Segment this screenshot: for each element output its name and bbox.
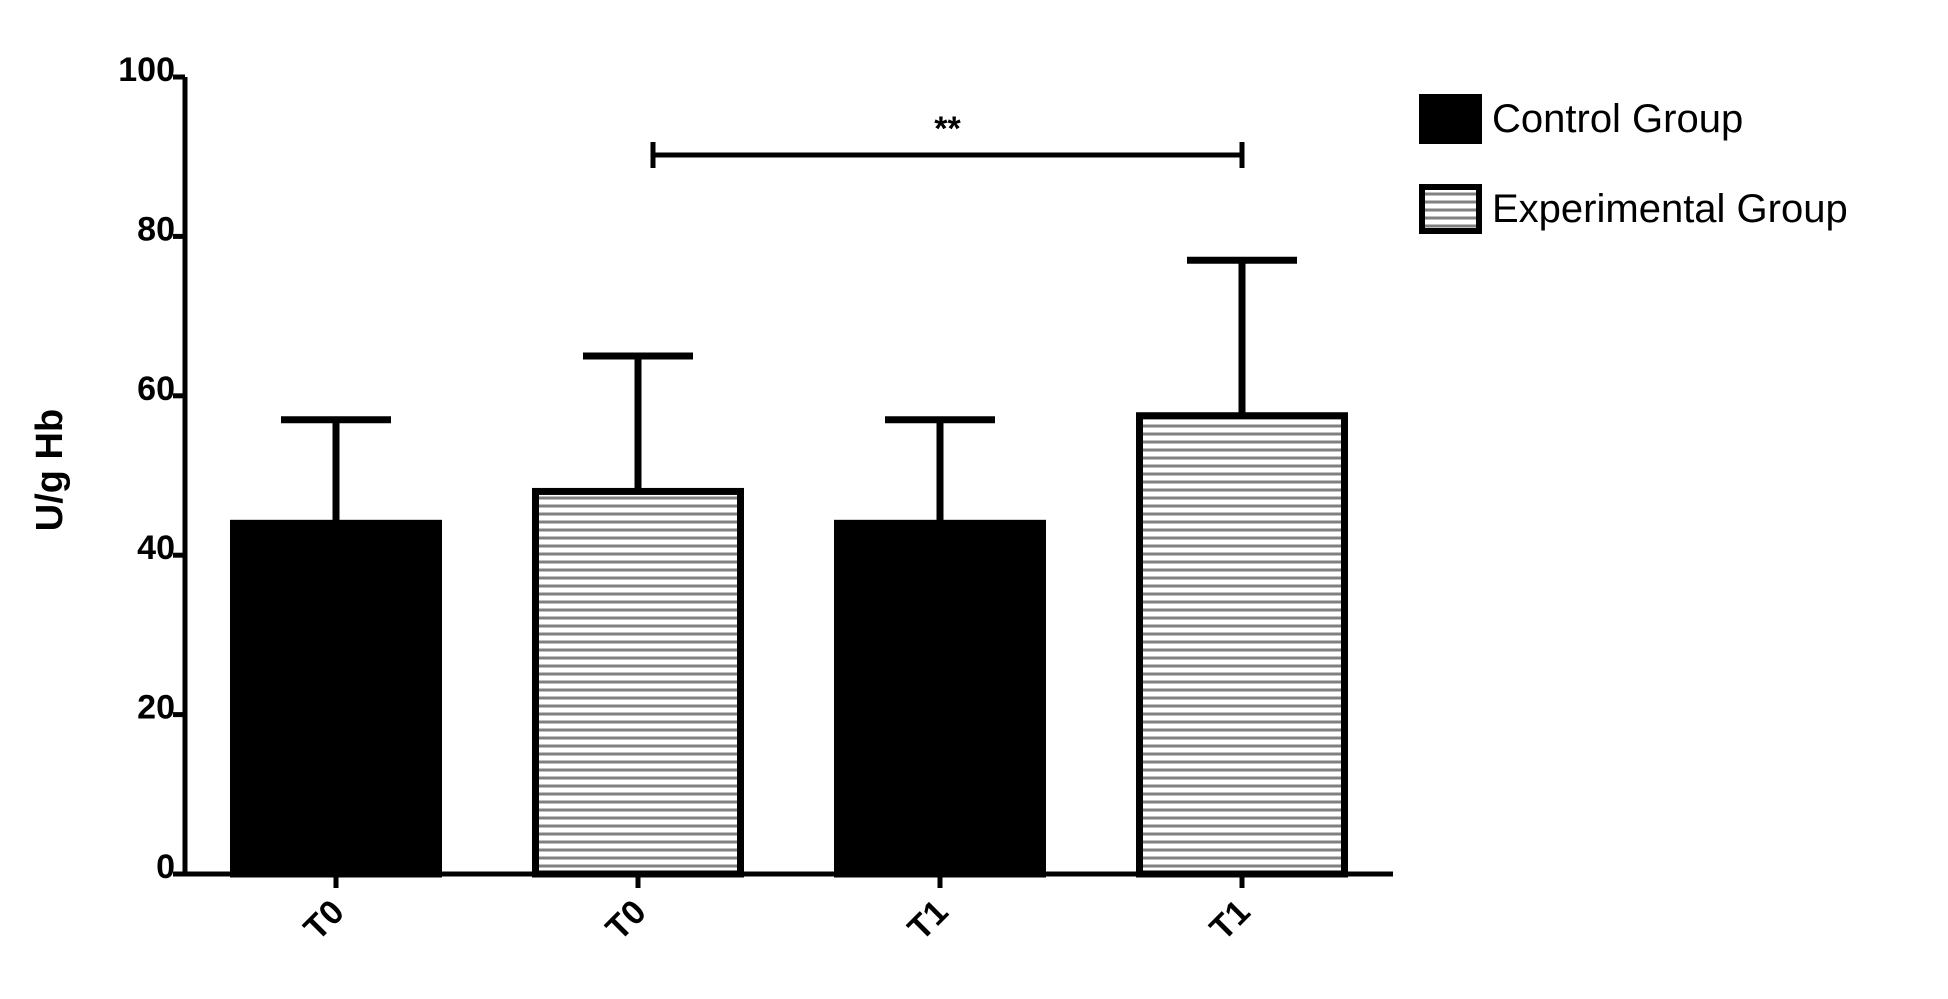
legend-label: Experimental Group [1492,187,1848,231]
bar [834,519,1046,878]
bar [1136,412,1348,878]
bar [230,519,442,878]
y-tick-label: 20 [137,689,175,727]
x-tick-label: T0 [297,893,352,948]
significance-label: ** [934,110,961,148]
y-axis-label: U/g Hb [29,409,71,531]
legend-label: Control Group [1492,97,1743,141]
x-tick-label: T1 [901,893,956,948]
x-tick-label: T1 [1203,893,1258,948]
y-tick-label: 100 [118,51,175,89]
y-tick-label: 60 [137,370,175,408]
bar [532,487,744,878]
y-tick-label: 40 [137,529,175,567]
legend-swatch [1419,184,1482,234]
y-tick-label: 80 [137,210,175,248]
x-tick-label: T0 [599,893,654,948]
y-tick-label: 0 [156,848,175,886]
legend-swatch [1419,94,1482,144]
